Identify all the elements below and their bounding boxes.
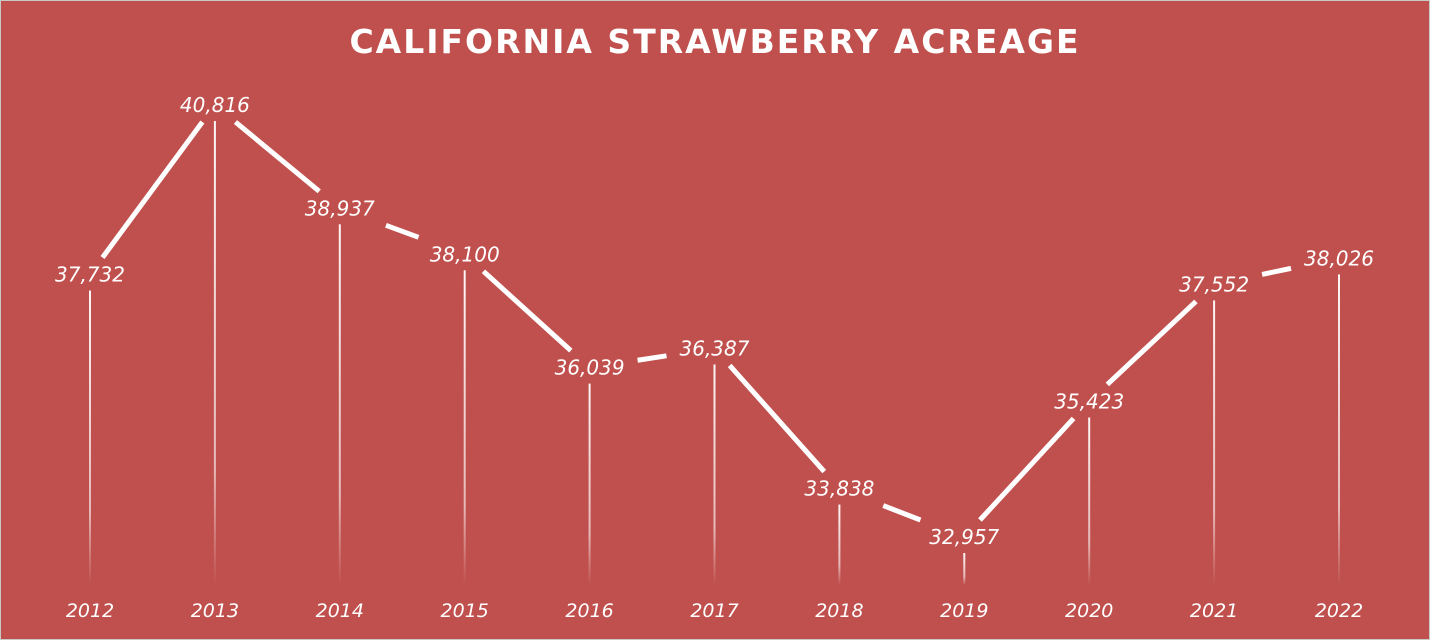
drop-line-2018 <box>838 504 841 585</box>
data-label-2017: 36,387 <box>680 336 750 360</box>
x-tick-label-2017: 2017 <box>690 600 738 622</box>
chart-title: CALIFORNIA STRAWBERRY ACREAGE <box>349 22 1081 61</box>
x-tick-label-2016: 2016 <box>565 600 613 622</box>
x-tick-label-2018: 2018 <box>815 600 863 622</box>
line-segment-2015-2016 <box>481 269 573 353</box>
data-label-2018: 33,838 <box>804 477 874 501</box>
data-label-2012: 37,732 <box>55 263 125 287</box>
line-segment-2021-2022 <box>1261 265 1292 277</box>
line-segment-2014-2015 <box>385 222 420 240</box>
data-label-2020: 35,423 <box>1054 389 1124 413</box>
drop-line-2021 <box>1213 300 1216 585</box>
data-label-2022: 38,026 <box>1304 246 1374 270</box>
data-label-2013: 40,816 <box>180 93 250 117</box>
x-tick-label-2012: 2012 <box>66 600 114 622</box>
drop-line-2013 <box>213 121 216 585</box>
line-segment-2012-2013 <box>100 120 205 260</box>
data-label-2016: 36,039 <box>555 356 625 380</box>
line-segment-2016-2017 <box>637 353 667 363</box>
drop-line-2017 <box>713 364 716 585</box>
line-segment-2017-2018 <box>727 363 827 474</box>
drop-line-2016 <box>588 383 591 585</box>
x-tick-label-2015: 2015 <box>441 600 489 622</box>
drop-line-2020 <box>1088 417 1091 585</box>
data-label-2019: 32,957 <box>929 525 999 549</box>
line-segment-2020-2021 <box>1105 299 1198 387</box>
data-label-2014: 38,937 <box>305 196 375 220</box>
data-label-2015: 38,100 <box>430 242 500 266</box>
x-tick-label-2019: 2019 <box>940 600 988 622</box>
x-tick-label-2014: 2014 <box>316 600 364 622</box>
x-tick-label-2020: 2020 <box>1065 600 1113 622</box>
x-tick-label-2013: 2013 <box>191 600 239 622</box>
drop-line-2014 <box>338 224 341 585</box>
drop-line-2012 <box>89 290 91 585</box>
line-segment-2013-2014 <box>233 120 321 194</box>
line-segment-2018-2019 <box>882 503 922 523</box>
data-label-2021: 37,552 <box>1179 272 1249 296</box>
drop-line-2019 <box>963 553 966 585</box>
drop-line-2022 <box>1338 274 1340 585</box>
line-segment-2019-2020 <box>978 416 1076 522</box>
drop-line-2015 <box>463 270 466 585</box>
x-tick-label-2022: 2022 <box>1315 600 1363 622</box>
x-tick-label-2021: 2021 <box>1190 600 1238 622</box>
